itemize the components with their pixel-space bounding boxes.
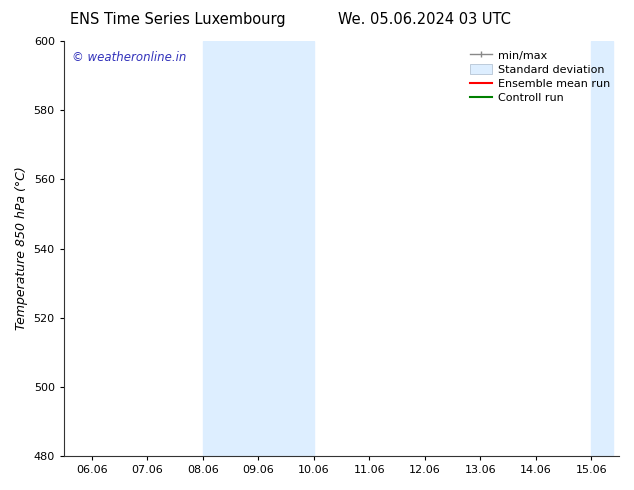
Legend: min/max, Standard deviation, Ensemble mean run, Controll run: min/max, Standard deviation, Ensemble me… <box>467 47 614 106</box>
Text: © weatheronline.in: © weatheronline.in <box>72 51 186 64</box>
Text: ENS Time Series Luxembourg: ENS Time Series Luxembourg <box>70 12 285 27</box>
Bar <box>203 41 314 456</box>
Y-axis label: Temperature 850 hPa (°C): Temperature 850 hPa (°C) <box>15 167 28 330</box>
Text: We. 05.06.2024 03 UTC: We. 05.06.2024 03 UTC <box>339 12 511 27</box>
Bar <box>592 41 614 456</box>
